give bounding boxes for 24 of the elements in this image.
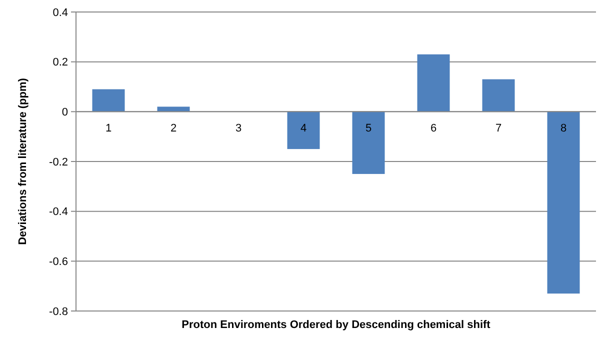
- y-tick-label: -0.6: [49, 256, 68, 268]
- y-axis-title: Deviations from literature (ppm): [17, 78, 29, 245]
- bar: [417, 54, 450, 112]
- x-tick-label: 4: [300, 122, 307, 135]
- x-tick-label: 8: [560, 122, 567, 135]
- x-tick-label: 3: [235, 122, 242, 135]
- bar: [352, 112, 385, 174]
- y-tick-label: -0.2: [49, 156, 68, 168]
- bar: [157, 106, 190, 112]
- bar: [547, 112, 580, 294]
- y-tick-label: 0.4: [52, 6, 68, 19]
- y-tick-label: -0.4: [49, 206, 68, 218]
- bar: [287, 112, 320, 150]
- bar: [92, 89, 125, 112]
- x-tick-label: 7: [495, 122, 502, 135]
- x-tick-label: 5: [365, 122, 372, 135]
- x-tick-label: 2: [170, 122, 177, 135]
- x-tick-label: 6: [430, 122, 437, 135]
- y-tick-label: 0: [62, 106, 68, 119]
- x-axis-title: Proton Enviroments Ordered by Descending chemical shift: [182, 319, 491, 331]
- y-tick-label: 0.2: [52, 56, 68, 69]
- bar: [482, 79, 515, 112]
- x-tick-label: 1: [105, 122, 112, 135]
- y-tick-label: -0.8: [49, 306, 68, 318]
